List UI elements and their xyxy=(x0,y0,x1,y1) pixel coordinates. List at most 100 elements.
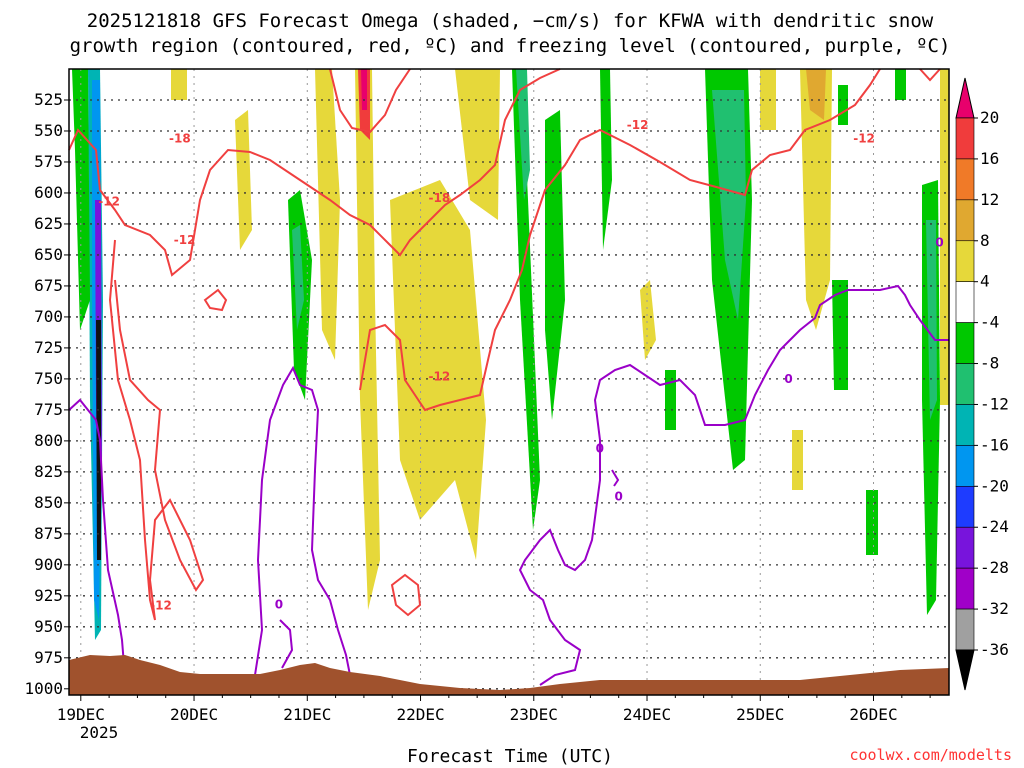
omega-shade-teal-6 xyxy=(712,90,746,320)
omega-shade-green-5 xyxy=(665,370,676,430)
dgz-contours-red xyxy=(68,68,941,621)
plot-background xyxy=(69,69,949,695)
omega-shade-green-2 xyxy=(512,69,540,530)
x-tick-label: 26DEC xyxy=(849,705,897,724)
title-line-2: growth region (contoured, red, ºC) and f… xyxy=(70,35,951,57)
red-contour-small-loop xyxy=(390,573,422,617)
y-tick-label: 525 xyxy=(34,90,63,109)
purple-contour-label: 0 xyxy=(596,441,604,455)
y-tick-label: 800 xyxy=(34,431,63,450)
omega-shade-yellow-2 xyxy=(235,110,252,250)
purple-contour-label: 0 xyxy=(615,490,623,504)
omega-shade-yellow-10 xyxy=(792,430,803,490)
red-contour-upper-loop xyxy=(329,68,411,134)
colorbar-box xyxy=(955,281,975,323)
colorbar-box xyxy=(955,117,975,160)
red-contour-label: -12 xyxy=(627,118,649,132)
y-tick-label: 875 xyxy=(34,524,63,543)
omega-shade-yellow-11 xyxy=(940,69,949,405)
purple-contour-left xyxy=(68,398,125,666)
omega-shade-yellow-9 xyxy=(800,69,832,330)
x-axis-label: Forecast Time (UTC) xyxy=(407,746,613,767)
x-tick-label: 19DEC xyxy=(57,705,105,724)
colorbar-box xyxy=(955,199,975,242)
omega-shade-yellow-6 xyxy=(455,69,500,220)
x-tick-label: 21DEC xyxy=(283,705,331,724)
omega-shade-yellow-7 xyxy=(640,280,656,360)
colorbar-label: -8 xyxy=(980,354,999,373)
colorbar-box xyxy=(955,567,975,610)
colorbar-box xyxy=(955,158,975,201)
y-tick-label: 600 xyxy=(34,183,63,202)
y-tick-label: 750 xyxy=(34,369,63,388)
colorbar-label: 20 xyxy=(980,108,999,127)
colorbar-box xyxy=(955,404,975,446)
colorbar-label: -32 xyxy=(980,599,1009,618)
colorbar-label: -12 xyxy=(980,394,1009,413)
omega-shade-teal-2 xyxy=(516,69,530,200)
colorbar-label: -16 xyxy=(980,435,1009,454)
freezing-level-contours-purple xyxy=(68,284,949,686)
y-tick-label: 825 xyxy=(34,462,63,481)
terrain-ground xyxy=(69,655,949,695)
y-tick-label: 975 xyxy=(34,648,63,667)
red-contour-label: -12 xyxy=(429,369,451,383)
omega-shade-yellow-5 xyxy=(390,180,486,560)
omega-shade-green-4 xyxy=(600,69,612,250)
red-contour-label: -12 xyxy=(98,195,120,209)
y-tick-label: 950 xyxy=(34,617,63,636)
y-tick-label: 650 xyxy=(34,245,63,264)
red-contour-mid xyxy=(359,68,881,412)
omega-shade-yellow-8 xyxy=(760,69,776,130)
y-tick-label: 625 xyxy=(34,214,63,233)
colorbar-box xyxy=(955,486,975,528)
red-contour-right-top xyxy=(919,68,941,82)
credit-link[interactable]: coolwx.com/modelts xyxy=(849,746,1012,764)
colorbar-label: -28 xyxy=(980,558,1009,577)
omega-shade-yellow-3 xyxy=(315,69,340,360)
x-axis: 19DEC 20DEC 21DEC 22DEC 23DEC 24DEC 25DEC 26DEC xyxy=(57,695,931,724)
x-axis-year: 2025 xyxy=(80,723,119,742)
y-tick-label: 900 xyxy=(34,555,63,574)
red-contour-label: -18 xyxy=(429,191,451,205)
omega-shade-green-8 xyxy=(832,280,848,390)
red-contour-small-blob xyxy=(203,288,228,312)
red-contour-label: -12 xyxy=(853,131,875,145)
omega-shade-magenta-1 xyxy=(361,69,367,110)
y-tick-label: 550 xyxy=(34,121,63,140)
title-line-1: 2025121818 GFS Forecast Omega (shaded, −… xyxy=(87,10,934,32)
x-tick-label: 23DEC xyxy=(510,705,558,724)
y-tick-label: 925 xyxy=(34,586,63,605)
colorbar-label: 8 xyxy=(980,231,990,250)
colorbar-box xyxy=(955,240,975,282)
y-tick-label: 575 xyxy=(34,152,63,171)
omega-shading xyxy=(72,69,949,640)
y-axis: 525 550 575 600 625 650 675 700 725 750 775 800 825 8… xyxy=(24,90,69,698)
colorbar: 20 16 12 8 4 -4 -8 -12 -16 -20 -24 -28 -32 -36 xyxy=(955,77,1009,691)
colorbar-label: -20 xyxy=(980,476,1009,495)
plot-area: -18 -12 -12 -18 -12 -12 -12 -12 0 0 0 0 0 xyxy=(68,68,950,696)
y-tick-label: 850 xyxy=(34,493,63,512)
colorbar-label: -36 xyxy=(980,640,1009,659)
red-contour-label: -12 xyxy=(174,233,196,247)
colorbar-label: 4 xyxy=(980,272,990,291)
omega-shade-black-core xyxy=(96,320,101,560)
omega-shade-orange-1 xyxy=(806,69,826,120)
y-tick-label: 1000 xyxy=(24,679,63,698)
x-tick-label: 22DEC xyxy=(396,705,444,724)
purple-contour-label: 0 xyxy=(784,372,792,386)
colorbar-label: 16 xyxy=(980,149,999,168)
purple-contour-small xyxy=(611,469,620,487)
omega-shade-yellow-1 xyxy=(171,69,187,100)
colorbar-label: -4 xyxy=(980,313,999,332)
x-tick-label: 25DEC xyxy=(736,705,784,724)
red-contour-label: -18 xyxy=(169,131,191,145)
purple-contour-mid-1 xyxy=(254,365,351,676)
plot-frame xyxy=(68,68,950,696)
red-contour-left-low xyxy=(108,239,205,621)
colorbar-box xyxy=(955,363,975,405)
contour-labels: -18 -12 -12 -18 -12 -12 -12 -12 0 0 0 0 0 xyxy=(98,118,943,613)
y-tick-label: 775 xyxy=(34,400,63,419)
colorbar-box xyxy=(955,526,975,569)
